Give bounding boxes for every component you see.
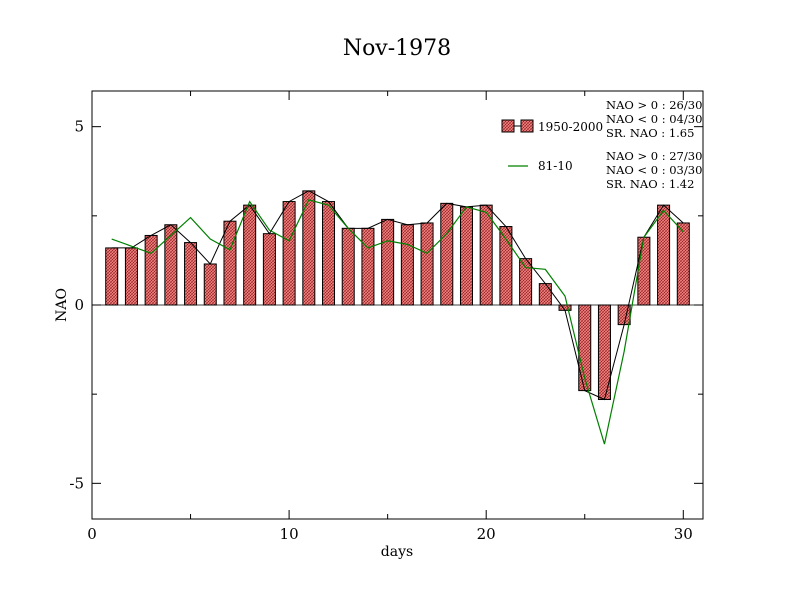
bar: [676, 222, 690, 306]
stat-line: NAO < 0 : 03/30: [606, 163, 702, 177]
x-tick-label: 0: [87, 525, 97, 543]
bar: [105, 247, 119, 306]
bar: [124, 247, 138, 306]
bar: [459, 206, 473, 306]
stat-line: NAO > 0 : 27/30: [606, 149, 702, 163]
x-tick-label: 10: [280, 525, 299, 543]
y-tick-label: -5: [69, 474, 84, 492]
legend-bar-swatch-2: [520, 119, 534, 133]
bar: [203, 263, 217, 306]
bar: [361, 227, 375, 306]
series-lines: [111, 190, 684, 445]
bar: [519, 258, 533, 306]
bar: [420, 222, 434, 306]
bar: [322, 201, 336, 306]
bar: [381, 218, 395, 306]
bar: [341, 227, 355, 306]
x-axis-label: days: [381, 544, 413, 560]
y-tick-label: 0: [74, 296, 84, 314]
series-line-1950-2000: [111, 190, 684, 401]
chart-title: Nov-1978: [343, 36, 451, 61]
bar: [243, 204, 257, 306]
legend-bar-swatch: [501, 119, 515, 133]
bar: [184, 242, 198, 306]
legend-label-1950-2000: 1950-2000: [538, 120, 603, 134]
bar: [400, 224, 414, 306]
x-tick-label: 20: [477, 525, 496, 543]
bar: [538, 283, 552, 306]
legend: 1950-2000 81-10: [501, 119, 603, 173]
bar: [479, 204, 493, 306]
stat-line: SR. NAO : 1.65: [606, 126, 694, 140]
bar: [262, 233, 276, 306]
x-tick-label: 30: [674, 525, 693, 543]
bar: [144, 234, 158, 306]
bar: [637, 236, 651, 306]
legend-label-81-10: 81-10: [538, 159, 573, 173]
stat-line: SR. NAO : 1.42: [606, 177, 694, 191]
stat-line: NAO > 0 : 26/30: [606, 98, 702, 112]
bar: [282, 201, 296, 306]
axes: 0 10 20 30 -5 0 5: [69, 91, 703, 543]
bar: [440, 202, 454, 306]
bar: [657, 204, 671, 306]
stat-line: NAO < 0 : 04/30: [606, 112, 702, 126]
y-tick-label: 5: [74, 118, 84, 136]
y-axis-label: NAO: [54, 288, 70, 322]
bar: [223, 220, 237, 306]
series-line-81-10: [111, 199, 684, 445]
bar: [164, 224, 178, 306]
